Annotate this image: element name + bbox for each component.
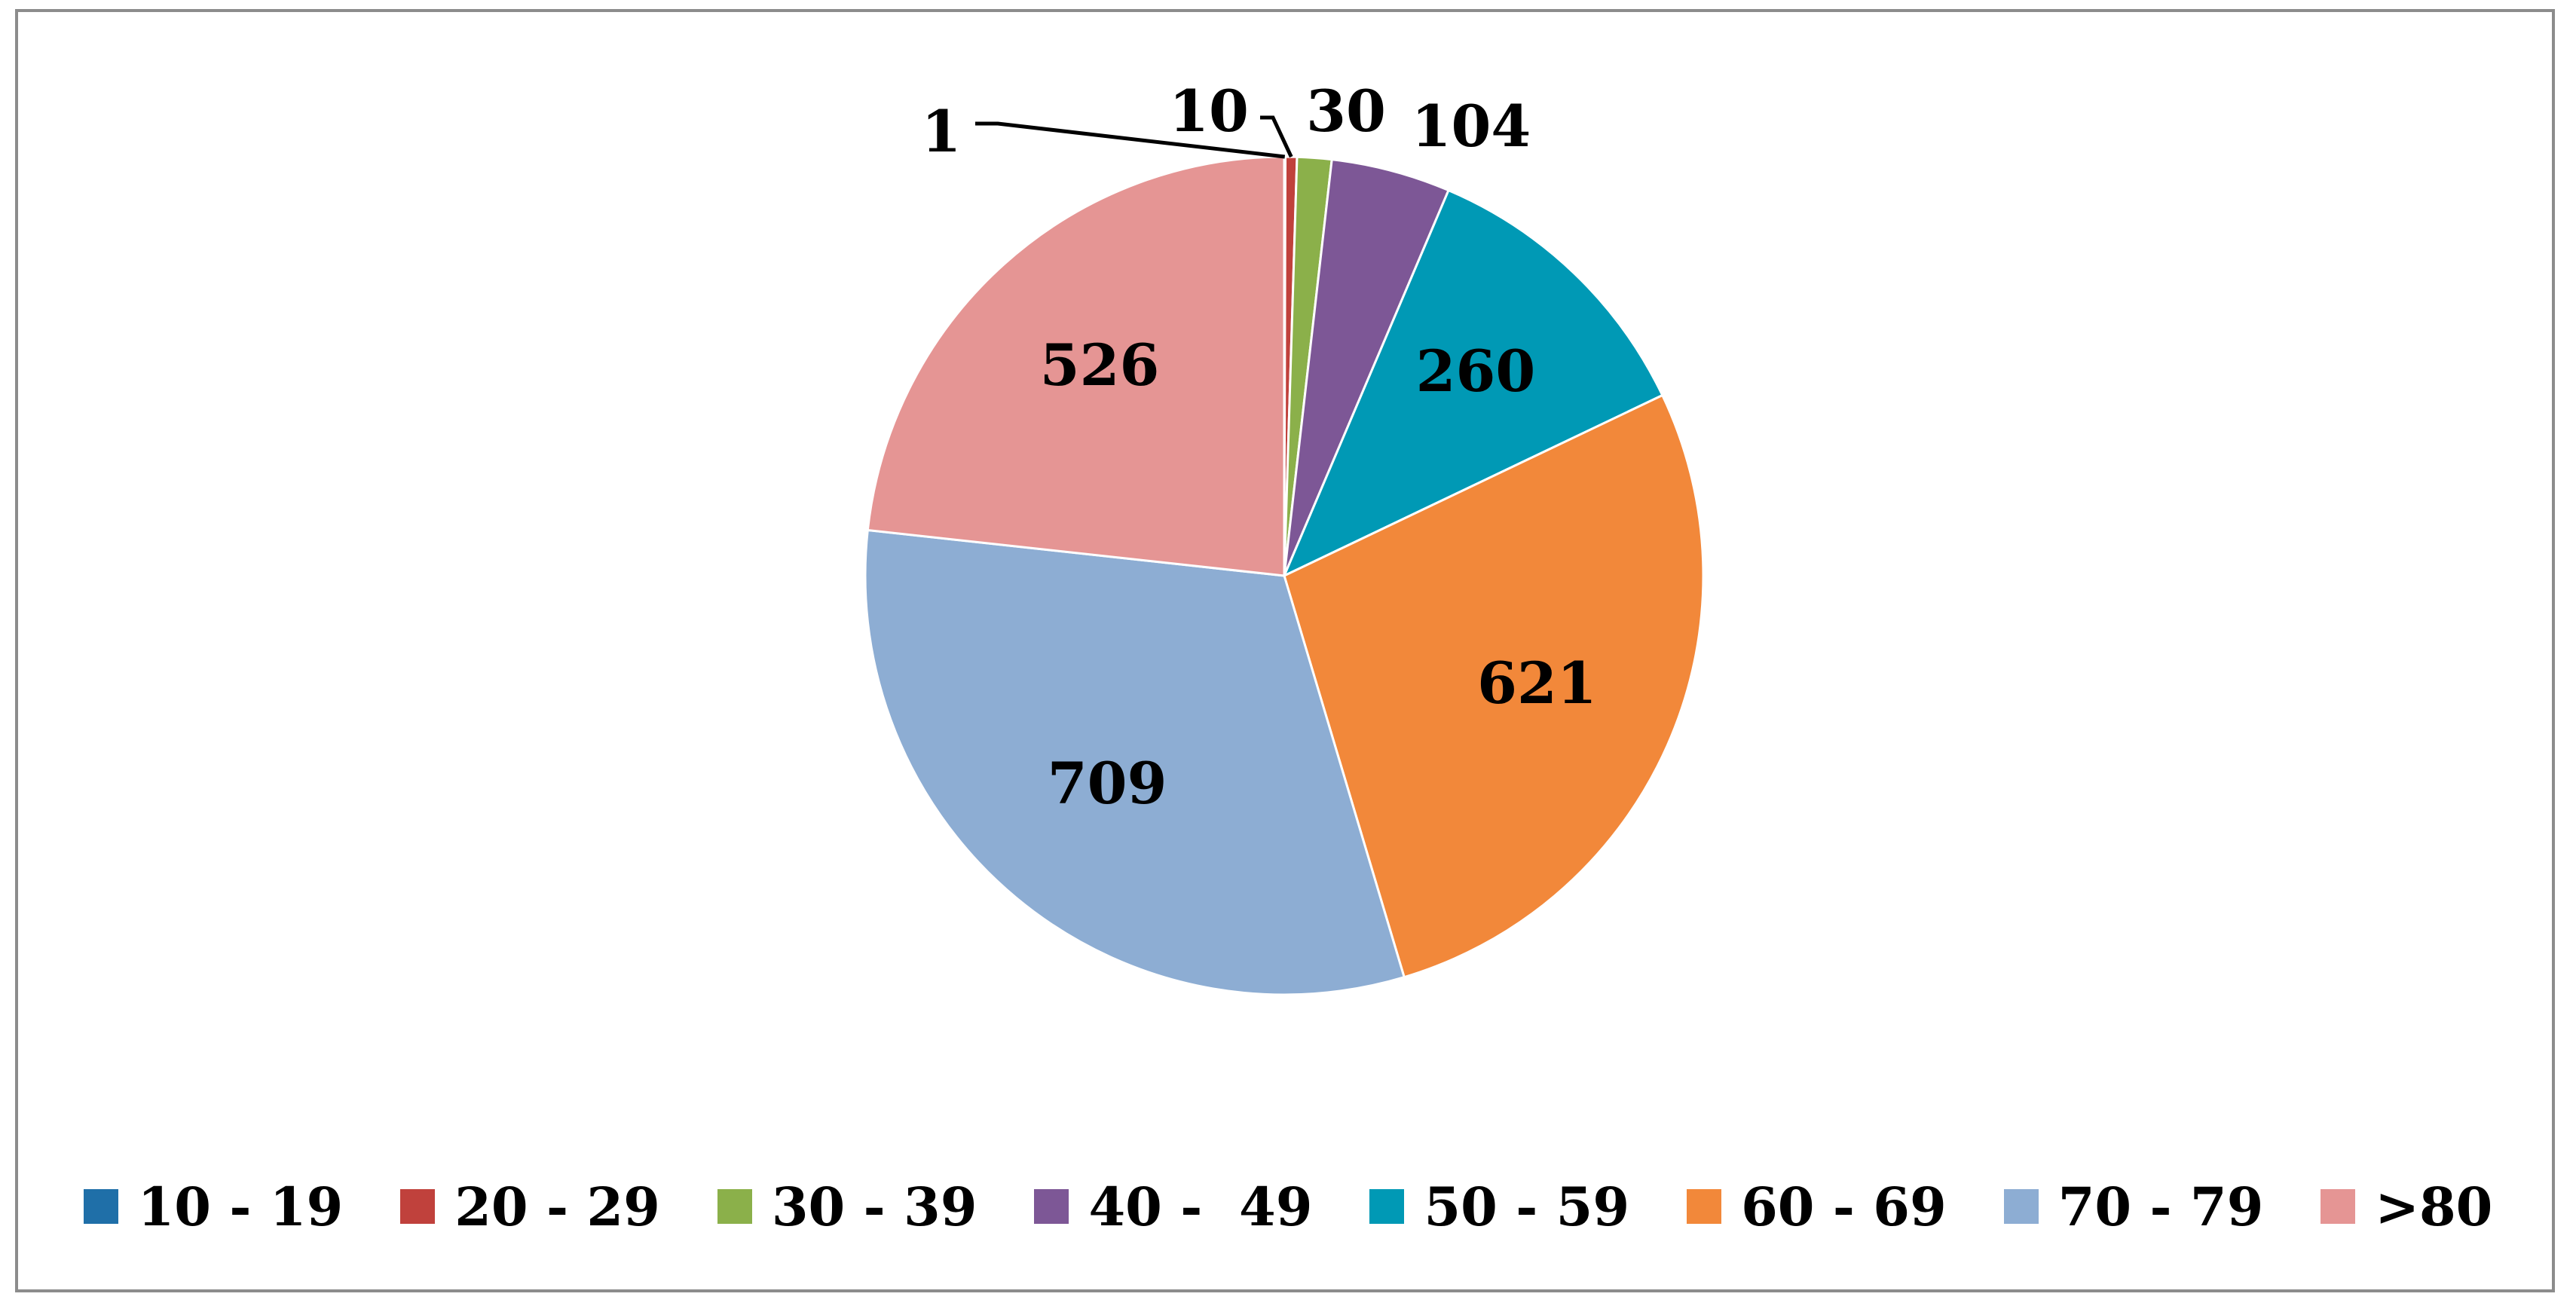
data-label-1: 1	[922, 98, 962, 165]
legend-item-7: 70 - 79	[2003, 1175, 2264, 1238]
data-label-3: 30	[1306, 78, 1386, 145]
legend-item-4: 40 - 49	[1034, 1176, 1312, 1238]
legend-label-6: 60 - 69	[1741, 1175, 1947, 1238]
leader-lines	[975, 115, 1293, 159]
legend-label-5: 50 - 59	[1424, 1175, 1630, 1238]
pie-slice-4	[1283, 157, 1450, 576]
legend-item-6: 60 - 69	[1687, 1176, 1947, 1238]
chart-frame: 1 10 30 104 260 621 709 526 10 - 19 20 - 29 30 - …	[15, 9, 2555, 1292]
pie-chart: 1 10 30 104 260 621 709 526	[864, 78, 1705, 996]
legend-swatch-1	[83, 1189, 118, 1224]
legend-label-8: >80	[2375, 1175, 2493, 1238]
legend-item-8: >80	[2321, 1176, 2492, 1238]
legend-label-3: 30 - 39	[771, 1175, 977, 1238]
leader-line-2	[1260, 115, 1293, 158]
pie-slice-7	[864, 528, 1406, 996]
legend-label-2: 20 - 29	[454, 1175, 660, 1238]
legend-item-5: 50 - 59	[1369, 1176, 1629, 1238]
legend-swatch-5	[1369, 1189, 1405, 1224]
legend-swatch-8	[2321, 1189, 2356, 1224]
pie-slice-6	[1283, 393, 1705, 979]
legend: 10 - 19 20 - 29 30 - 39 40 - 49 50 - 59 60 - …	[18, 1165, 2558, 1248]
pie-slice-5	[1282, 188, 1664, 579]
legend-item-1: 10 - 19	[83, 1175, 344, 1238]
data-label-7: 709	[1048, 750, 1167, 817]
pie-slices	[864, 155, 1705, 996]
data-label-8: 526	[1040, 332, 1160, 399]
data-labels: 1 10 30 104 260 621 709 526	[922, 78, 1597, 817]
legend-swatch-7	[2003, 1189, 2039, 1224]
legend-label-7: 70 - 79	[2057, 1175, 2264, 1238]
legend-swatch-6	[1687, 1189, 1722, 1224]
legend-swatch-3	[717, 1189, 752, 1224]
leader-line-1	[975, 121, 1286, 159]
data-label-4: 104	[1412, 93, 1531, 160]
legend-swatch-4	[1034, 1189, 1069, 1224]
pie-slice-8	[866, 155, 1286, 577]
data-label-6: 621	[1477, 650, 1597, 717]
legend-label-4: 40 - 49	[1088, 1175, 1313, 1238]
legend-label-1: 10 - 19	[137, 1175, 344, 1238]
data-label-5: 260	[1416, 338, 1536, 405]
legend-item-2: 20 - 29	[400, 1176, 660, 1238]
legend-item-3: 30 - 39	[717, 1176, 977, 1238]
legend-swatch-2	[400, 1189, 436, 1224]
data-label-2: 10	[1169, 78, 1249, 145]
